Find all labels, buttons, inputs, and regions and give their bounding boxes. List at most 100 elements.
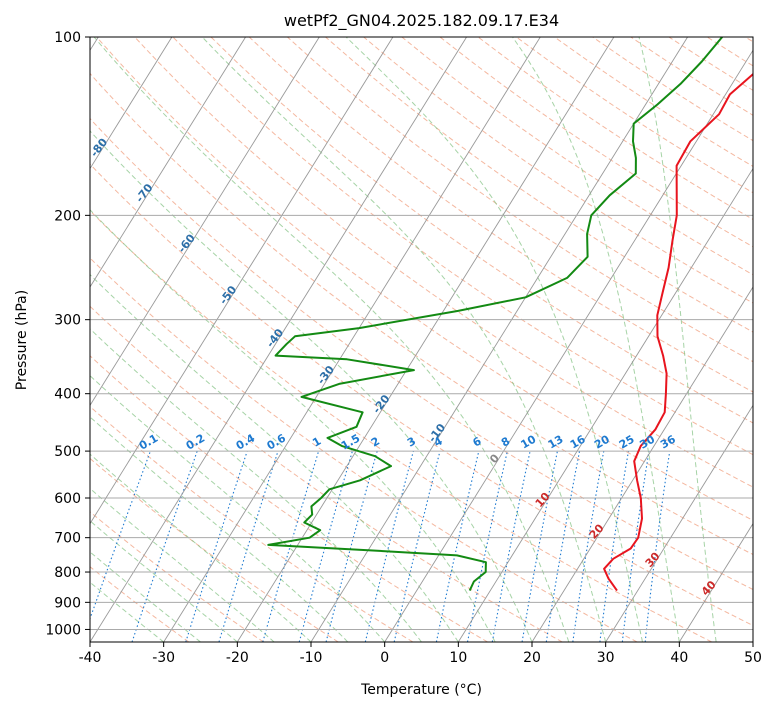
moist-adiabat-line (512, 37, 680, 642)
y-tick-label: 600 (54, 491, 81, 507)
mixing-ratio-line (298, 450, 353, 642)
isobars (90, 37, 753, 630)
mixing-ratio-label: 1.5 (339, 432, 362, 453)
mixing-ratio-line (218, 450, 279, 642)
moist-adiabat-line (93, 37, 570, 642)
dry-adiabat-line (90, 511, 264, 642)
dry-adiabat-line (668, 37, 753, 91)
dry-adiabat-line (210, 37, 753, 424)
mixing-ratio-line (435, 450, 480, 642)
dry-adiabat-line (287, 37, 753, 363)
axes: -40 -30 -20 -10 0 10 20 30 40 5010020030040050060… (45, 30, 762, 666)
isotherm-line (90, 37, 320, 407)
mixing-ratio-line (90, 450, 151, 621)
dry-adiabat-line (90, 457, 339, 642)
y-tick-label: 1000 (45, 622, 81, 638)
moist-adiabat-line (90, 209, 496, 642)
mixing-ratio-label: 20 (592, 432, 612, 451)
moist-adiabat-label: 40 (699, 578, 719, 598)
y-tick-label: 100 (54, 30, 81, 46)
moist-adiabat-line (345, 37, 643, 642)
dry-adiabat-line (363, 37, 753, 304)
x-tick-label: -30 (152, 650, 175, 666)
isotherms (90, 37, 753, 642)
x-tick-label: 20 (523, 650, 541, 666)
isotherm-line (163, 37, 541, 642)
isotherm-line (236, 37, 615, 642)
isotherm-line (605, 404, 753, 642)
y-tick-label: 800 (54, 565, 81, 581)
moist-adiabat-line (90, 453, 312, 642)
y-tick-label: 700 (54, 531, 81, 547)
profiles (267, 37, 753, 592)
moist-adiabat-label: 20 (587, 521, 607, 541)
isotherm-line (90, 37, 394, 525)
dry-adiabat-label: -70 (133, 181, 156, 205)
y-tick-label: 200 (54, 208, 81, 224)
dry-adiabat-line (172, 37, 753, 456)
mixing-ratio-line (325, 450, 378, 642)
x-tick-label: -20 (226, 650, 249, 666)
mixing-ratio-label: 6 (471, 434, 484, 449)
x-axis-label: Temperature (°C) (360, 682, 482, 698)
dry-adiabat-label: -20 (370, 392, 393, 416)
moist-adiabat-line (90, 581, 164, 642)
moist-adiabat-line (90, 130, 533, 642)
moist-adiabat-line (90, 487, 275, 642)
moist-adiabat-line (90, 328, 422, 642)
y-tick-label: 500 (54, 444, 81, 460)
dry-adiabat-line (90, 209, 712, 642)
dry-adiabat-line (90, 72, 753, 556)
dry-adiabat-line (90, 355, 488, 642)
dry-adiabat-label: -100 (0, 44, 20, 74)
y-tick-label: 900 (54, 595, 81, 611)
dry-adiabat-label: -90 (42, 90, 65, 114)
mixing-ratio-label: 13 (546, 433, 566, 452)
dry-adiabat-label: -60 (175, 231, 198, 255)
isotherm-line (531, 286, 753, 642)
x-tick-label: 30 (597, 650, 615, 666)
dry-adiabat-line (439, 37, 753, 248)
moist-adiabat-label: 30 (643, 550, 663, 570)
isotherm-line (678, 522, 753, 642)
isotherm-line (90, 37, 467, 642)
mixing-ratio-label: 25 (617, 433, 637, 452)
isotherm-line (90, 37, 173, 170)
dry-adiabat-label: -80 (88, 135, 111, 159)
isotherm-line (90, 37, 246, 288)
y-tick-label: 400 (54, 387, 81, 403)
moist-adiabat-label: 0 (487, 451, 502, 466)
x-tick-label: 50 (744, 650, 762, 666)
mixing-ratio-line (185, 450, 248, 642)
dewpoint-profile-line (267, 37, 723, 592)
mixing-ratio-line (364, 450, 414, 642)
isotherm-line (310, 37, 688, 642)
plot-frame (89, 36, 754, 643)
y-tick-label: 300 (54, 313, 81, 329)
mixing-ratio-line (621, 451, 650, 642)
isotherm-line (752, 641, 753, 642)
dry-adiabat-line (96, 37, 753, 521)
x-tick-label: -10 (300, 650, 323, 666)
dry-adiabat-line (90, 117, 753, 591)
moist-adiabat-line (90, 273, 459, 642)
isotherm-line (457, 167, 753, 642)
x-tick-label: 0 (380, 650, 389, 666)
dry-adiabat-line (744, 37, 753, 43)
x-tick-label: -40 (79, 650, 102, 666)
moist-adiabat-line (638, 37, 717, 642)
mixing-ratio-label: 8 (499, 435, 512, 450)
mixing-ratio-label: 16 (568, 432, 588, 451)
mixing-ratio-label: 1 (310, 435, 323, 450)
moist-adiabats (90, 37, 717, 642)
mixing-ratio-label: 10 (518, 432, 538, 451)
dry-adiabat-line (90, 163, 753, 627)
dry-adiabat-line (248, 37, 753, 393)
moist-adiabat-line (90, 416, 349, 642)
mixing-ratio-lines (90, 450, 671, 642)
mixing-ratio-label: 2 (369, 435, 382, 450)
dry-adiabat-line (90, 257, 638, 642)
dry-adiabat-line (592, 37, 753, 142)
y-axis-label: Pressure (hPa) (14, 290, 30, 390)
